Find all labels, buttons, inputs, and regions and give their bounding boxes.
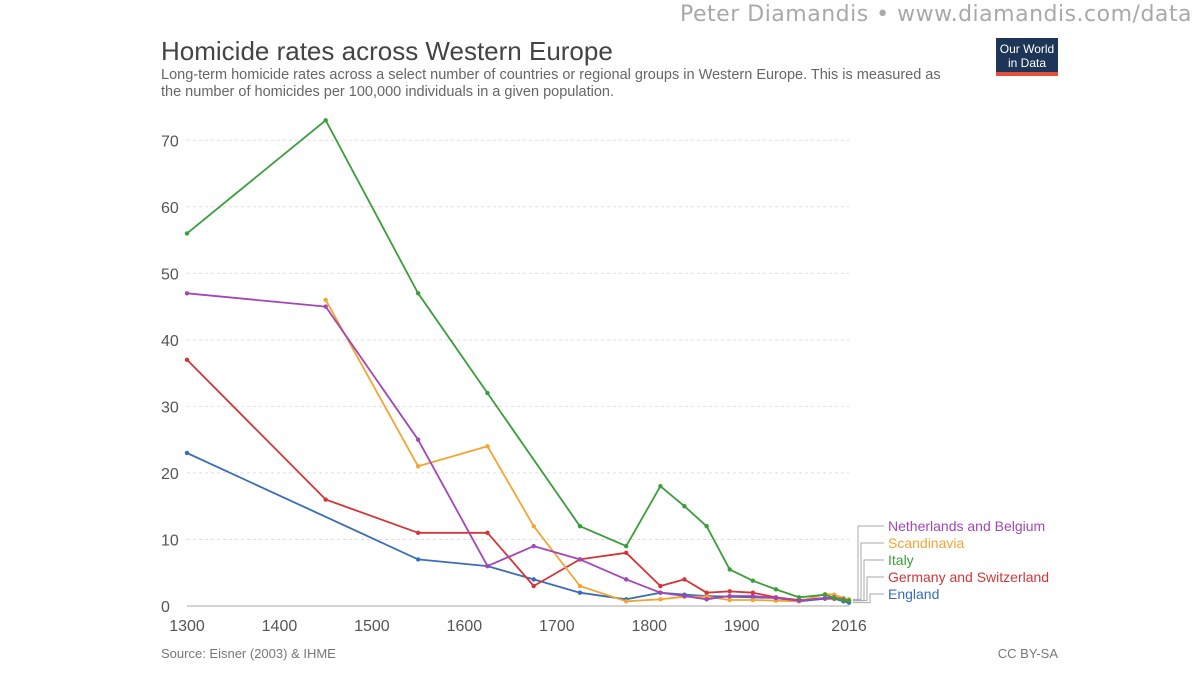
data-point (323, 118, 328, 123)
y-tick-label: 0 (161, 599, 170, 616)
legend-connector (853, 576, 884, 602)
data-point (846, 598, 852, 603)
legend-label: Italy (888, 552, 914, 568)
y-tick-label: 40 (161, 333, 179, 350)
data-point (796, 595, 802, 600)
legend-connector (853, 525, 884, 602)
series-line (324, 299, 850, 603)
x-tick-label: 1400 (262, 618, 298, 635)
series-line (186, 452, 850, 604)
data-point (682, 593, 687, 599)
legend-label: England (888, 586, 939, 602)
data-point (773, 595, 779, 601)
data-point (750, 590, 756, 595)
data-point (531, 523, 536, 529)
data-point (577, 583, 583, 589)
data-point (485, 530, 490, 536)
data-point (623, 599, 629, 604)
chart-subtitle: Long-term homicide rates across a select… (161, 67, 941, 100)
x-tick-label: 2016 (831, 618, 867, 635)
series-line (186, 119, 850, 602)
y-tick-label: 30 (161, 399, 179, 416)
data-point (796, 598, 802, 603)
data-point (415, 464, 421, 469)
data-point (184, 357, 190, 363)
data-point (577, 557, 583, 562)
data-point (184, 291, 190, 296)
logo-line-2: in Data (1007, 56, 1047, 70)
series-line (186, 359, 850, 602)
legend-label: Netherlands and Belgium (888, 518, 1045, 534)
data-point (184, 450, 190, 456)
data-point (323, 297, 328, 303)
data-point (415, 530, 421, 536)
data-point (750, 597, 756, 603)
x-tick-label: 1500 (354, 618, 390, 635)
x-tick-label: 1600 (447, 618, 483, 635)
y-tick-label: 50 (161, 266, 179, 283)
data-point (727, 597, 732, 603)
license-note[interactable]: CC BY-SA (997, 646, 1058, 661)
data-point (682, 504, 687, 509)
data-point (531, 543, 536, 549)
watermark: Peter Diamandis • www.diamandis.com/data (680, 2, 1192, 27)
data-point (727, 593, 732, 599)
x-tick-label: 1900 (724, 618, 760, 635)
data-point (704, 523, 709, 529)
y-tick-label: 20 (161, 466, 179, 483)
data-point (704, 597, 709, 602)
data-point (832, 595, 837, 601)
data-point (727, 567, 732, 572)
data-point (531, 583, 536, 589)
data-point (577, 590, 583, 595)
data-point (531, 577, 536, 582)
data-point (773, 587, 779, 592)
data-point (822, 592, 828, 597)
x-tick-label: 1700 (539, 618, 575, 635)
chart-title: Homicide rates across Western Europe (161, 36, 613, 66)
logo-line-1: Our World (999, 42, 1055, 56)
x-tick-label: 1300 (169, 618, 205, 635)
data-point (727, 589, 732, 594)
data-point (658, 590, 663, 595)
legend-connector (853, 593, 884, 604)
data-point (658, 583, 663, 589)
data-point (485, 444, 490, 449)
data-point (750, 593, 756, 599)
data-point (623, 577, 629, 582)
y-tick-label: 60 (161, 200, 179, 217)
data-point (184, 231, 190, 236)
data-point (623, 543, 629, 549)
data-point (658, 597, 663, 602)
data-point (704, 590, 709, 595)
data-point (822, 595, 828, 601)
data-point (658, 484, 663, 489)
legend-label: Scandinavia (888, 535, 964, 551)
data-point (415, 291, 421, 296)
our-world-in-data-logo[interactable]: Our World in Data (996, 38, 1058, 76)
data-point (415, 557, 421, 562)
data-point (323, 304, 328, 309)
legend-connector (853, 542, 884, 600)
y-tick-label: 70 (161, 133, 179, 150)
legend-label: Germany and Switzerland (888, 569, 1049, 585)
data-point (682, 577, 687, 582)
data-point (485, 563, 490, 569)
data-point (577, 523, 583, 529)
x-tick-label: 1800 (631, 618, 667, 635)
data-point (750, 578, 756, 583)
data-point (485, 390, 490, 396)
data-point (323, 497, 328, 502)
data-point (623, 550, 629, 555)
data-point (415, 437, 421, 442)
source-note[interactable]: Source: Eisner (2003) & IHME (161, 646, 336, 661)
y-tick-label: 10 (161, 532, 179, 549)
data-point (841, 597, 846, 603)
